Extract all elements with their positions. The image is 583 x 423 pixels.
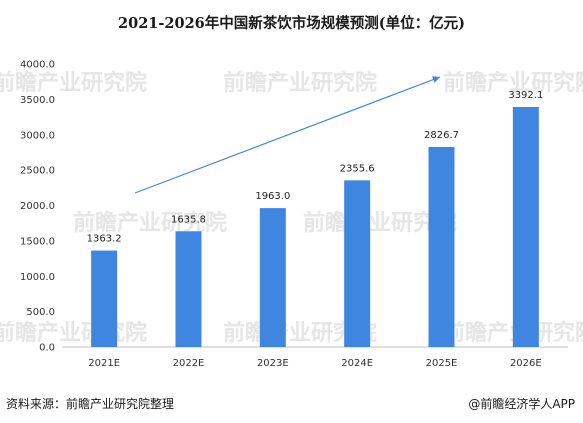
chart-title: 2021-2026年中国新茶饮市场规模预测(单位：亿元) bbox=[118, 15, 465, 32]
bar bbox=[344, 180, 371, 347]
data-label: 2355.6 bbox=[340, 163, 375, 174]
y-tick-label: 2000.0 bbox=[20, 201, 55, 212]
x-tick-label: 2021E bbox=[88, 358, 120, 369]
bar-series bbox=[91, 107, 539, 347]
watermark-text: 前瞻产业研究院 bbox=[223, 70, 377, 96]
bar bbox=[91, 250, 118, 347]
data-labels: 1363.2 1635.8 1963.0 2355.6 2826.7 3392.1 bbox=[87, 90, 544, 245]
y-axis-ticks: 0.0 500.0 1000.0 1500.0 2000.0 2500.0 3000.0 35… bbox=[20, 60, 55, 354]
x-tick-label: 2022E bbox=[173, 358, 205, 369]
trend-arrow bbox=[134, 76, 441, 194]
y-tick-label: 1500.0 bbox=[20, 236, 55, 247]
data-label: 1963.0 bbox=[255, 191, 290, 202]
x-tick-label: 2025E bbox=[426, 358, 458, 369]
bar bbox=[259, 208, 286, 347]
x-tick-label: 2024E bbox=[341, 358, 373, 369]
y-tick-label: 1000.0 bbox=[20, 272, 55, 283]
y-tick-label: 500.0 bbox=[26, 307, 55, 318]
x-axis-ticks: 2021E 2022E 2023E 2024E 2025E 2026E bbox=[88, 358, 541, 369]
y-tick-label: 4000.0 bbox=[20, 60, 55, 71]
watermark-text: 前瞻产业研究院 bbox=[0, 70, 147, 96]
bar bbox=[428, 147, 455, 347]
credit-text: @前瞻经济学人APP bbox=[468, 397, 575, 411]
y-tick-label: 3000.0 bbox=[20, 130, 55, 141]
data-label: 1363.2 bbox=[87, 234, 122, 245]
data-label: 1635.8 bbox=[171, 214, 206, 225]
y-tick-label: 3500.0 bbox=[20, 95, 55, 106]
bar bbox=[175, 231, 202, 347]
y-tick-label: 2500.0 bbox=[20, 166, 55, 177]
data-label: 2826.7 bbox=[424, 130, 459, 141]
watermark-text: 前瞻产业研究院 bbox=[0, 320, 147, 346]
bar bbox=[512, 107, 539, 347]
x-tick-label: 2026E bbox=[510, 358, 542, 369]
data-label: 3392.1 bbox=[508, 90, 543, 101]
y-tick-label: 0.0 bbox=[39, 343, 55, 354]
x-tick-label: 2023E bbox=[257, 358, 289, 369]
watermark-text: 前瞻产业研究院 bbox=[443, 70, 583, 96]
source-note: 资料来源：前瞻产业研究院整理 bbox=[6, 397, 175, 411]
